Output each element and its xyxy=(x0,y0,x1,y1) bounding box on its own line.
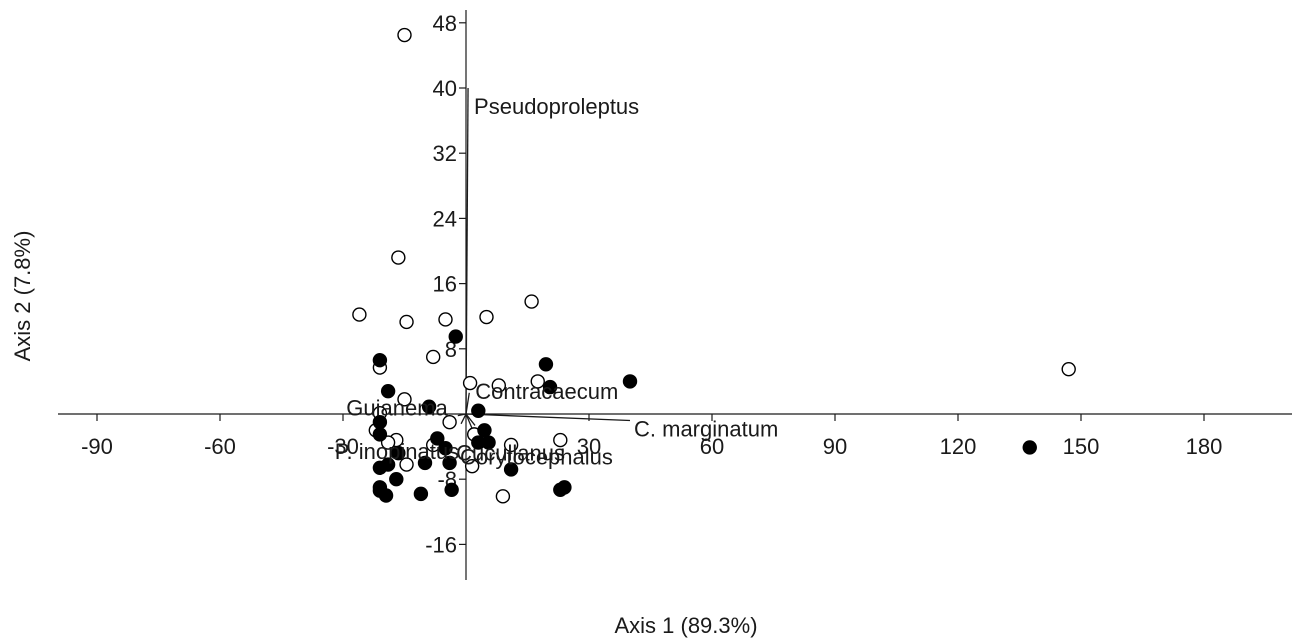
filled-point xyxy=(372,353,388,368)
vector-labels: Pseudoproleptus Contracaecum C. marginatum… xyxy=(335,94,779,469)
filled-point xyxy=(372,427,388,442)
open-point xyxy=(530,374,545,389)
open-point xyxy=(462,375,478,391)
x-tick-label: -60 xyxy=(204,434,236,459)
filled-point xyxy=(378,488,394,503)
open-point xyxy=(397,27,412,43)
x-tick-label: 90 xyxy=(823,434,847,459)
filled-point xyxy=(471,403,486,418)
open-point xyxy=(479,309,494,325)
vector-line xyxy=(460,413,467,425)
open-point xyxy=(495,489,511,504)
vector-line xyxy=(465,392,470,415)
filled-point xyxy=(444,482,459,497)
y-tick-label: -16 xyxy=(425,532,457,557)
open-point xyxy=(524,294,539,309)
vector-label: Cucullanus xyxy=(456,441,565,466)
vector-label: Guianema xyxy=(346,396,448,421)
y-tick-label: 48 xyxy=(433,11,457,36)
filled-point xyxy=(622,374,638,389)
vector-label: Corytocephalus xyxy=(460,444,613,469)
x-tick-label: 120 xyxy=(940,434,977,459)
biplot-vectors xyxy=(457,87,631,429)
open-point xyxy=(426,349,441,365)
x-tick-label: 180 xyxy=(1186,434,1223,459)
filled-point xyxy=(438,441,453,456)
open-point xyxy=(1061,361,1076,377)
filled-point xyxy=(477,423,492,438)
open-point xyxy=(464,458,480,474)
open-point xyxy=(352,307,367,322)
open-point xyxy=(442,414,457,430)
open-point xyxy=(399,457,414,472)
filled-point xyxy=(380,383,396,399)
vector-label: C. marginatum xyxy=(634,417,778,442)
vector-line xyxy=(457,413,467,417)
vector-label: P. inopinatus xyxy=(335,439,459,464)
open-point xyxy=(491,378,506,393)
open-point xyxy=(503,437,519,453)
filled-point xyxy=(1022,440,1037,455)
x-tick-label: -90 xyxy=(81,434,113,459)
y-tick-label: 16 xyxy=(433,272,457,297)
x-tick-label: -30 xyxy=(327,434,359,459)
filled-point xyxy=(481,435,496,450)
filled-point xyxy=(391,445,406,461)
filled-point xyxy=(417,455,433,471)
open-point xyxy=(399,314,414,330)
filled-point xyxy=(553,482,568,497)
filled-point xyxy=(542,379,558,395)
y-axis-title: Axis 2 (7.8%) xyxy=(10,231,35,362)
filled-point xyxy=(538,357,554,372)
data-points xyxy=(352,27,1076,504)
filled-point xyxy=(389,472,404,487)
open-point xyxy=(438,312,453,327)
vector-label: Pseudoproleptus xyxy=(474,94,639,119)
vector-line xyxy=(465,413,473,429)
filled-point xyxy=(503,462,519,477)
vector-label: Contracaecum xyxy=(475,379,618,404)
x-tick-label: 150 xyxy=(1063,434,1100,459)
open-point xyxy=(553,432,568,448)
filled-point xyxy=(413,486,429,502)
filled-point xyxy=(430,431,445,446)
x-tick-label: 30 xyxy=(577,434,601,459)
x-axis: -90 -60 -30 30 60 90 120 150 180 xyxy=(58,413,1292,459)
filled-point xyxy=(372,460,388,475)
vector-line xyxy=(465,413,631,422)
filled-point xyxy=(448,329,463,344)
open-point xyxy=(397,392,412,407)
y-tick-label: 24 xyxy=(433,206,457,231)
vector-line xyxy=(465,87,469,415)
vector-line xyxy=(465,413,476,426)
filled-point xyxy=(421,399,437,414)
x-tick-label: 60 xyxy=(700,434,724,459)
filled-point xyxy=(442,455,457,471)
x-axis-title: Axis 1 (89.3%) xyxy=(614,613,757,638)
y-tick-label: 40 xyxy=(433,76,457,101)
y-tick-label: 32 xyxy=(433,141,457,166)
open-point xyxy=(391,250,406,265)
